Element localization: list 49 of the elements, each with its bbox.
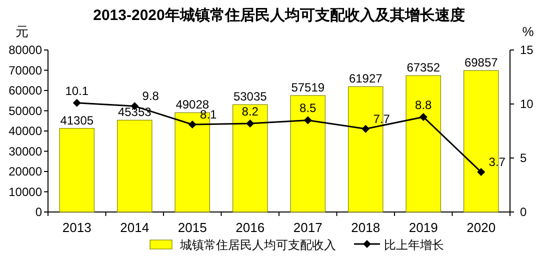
bar	[59, 128, 94, 212]
x-tick-label: 2017	[293, 220, 322, 235]
point	[362, 124, 370, 133]
x-tick-label: 2016	[236, 220, 265, 235]
y2-axis-title: %	[522, 24, 534, 39]
bar	[290, 95, 326, 212]
data-label: 53035	[233, 90, 268, 104]
data-label: 41305	[60, 113, 94, 128]
y-axis-title: 元	[16, 24, 28, 39]
y-tick-label: 10000	[8, 184, 42, 199]
y-tick-label: 30000	[8, 144, 42, 158]
x-tick-label: 2020	[466, 220, 496, 235]
x-tick-label: 2015	[178, 220, 207, 235]
bar	[232, 104, 268, 212]
data-label: 9.8	[142, 89, 160, 104]
y2-tick-label: 0	[520, 205, 527, 219]
y2-tick-label: 10	[520, 97, 534, 111]
bar	[117, 120, 152, 212]
point	[72, 98, 81, 107]
point	[188, 120, 196, 129]
data-label: 8.5	[300, 101, 317, 116]
y2-tick-label: 5	[520, 151, 527, 165]
data-label: 57519	[291, 80, 325, 95]
y-tick-label: 80000	[8, 43, 42, 57]
bar	[406, 75, 441, 212]
point	[477, 168, 486, 176]
y-tick-label: 0	[35, 205, 42, 219]
point	[246, 119, 254, 128]
y-tick-label: 50000	[8, 104, 42, 118]
y-tick-label: 60000	[8, 84, 42, 98]
point	[419, 112, 428, 121]
x-tick-label: 2019	[408, 220, 438, 235]
chart-title: 2013-2020年城镇常住居民人均可支配收入及其增长速度	[93, 6, 465, 24]
x-tick-label: 2014	[120, 220, 150, 235]
legend-label: 比上年增长	[384, 238, 444, 252]
data-label: 8.8	[415, 98, 432, 112]
x-tick-label: 2018	[351, 220, 380, 235]
y-tick-label: 40000	[8, 124, 42, 138]
data-label: 10.1	[65, 84, 89, 98]
data-label: 61927	[348, 72, 383, 86]
legend-label: 城镇常住居民人均可支配收入	[179, 238, 336, 252]
point	[304, 116, 312, 124]
data-label: 8.2	[242, 104, 259, 118]
data-label: 69857	[464, 56, 498, 70]
data-label: 67352	[406, 60, 440, 75]
x-tick-label: 2013	[62, 220, 92, 235]
y-tick-label: 20000	[8, 164, 42, 178]
y-tick-label: 70000	[8, 63, 42, 78]
y2-tick-label: 15	[520, 43, 534, 57]
